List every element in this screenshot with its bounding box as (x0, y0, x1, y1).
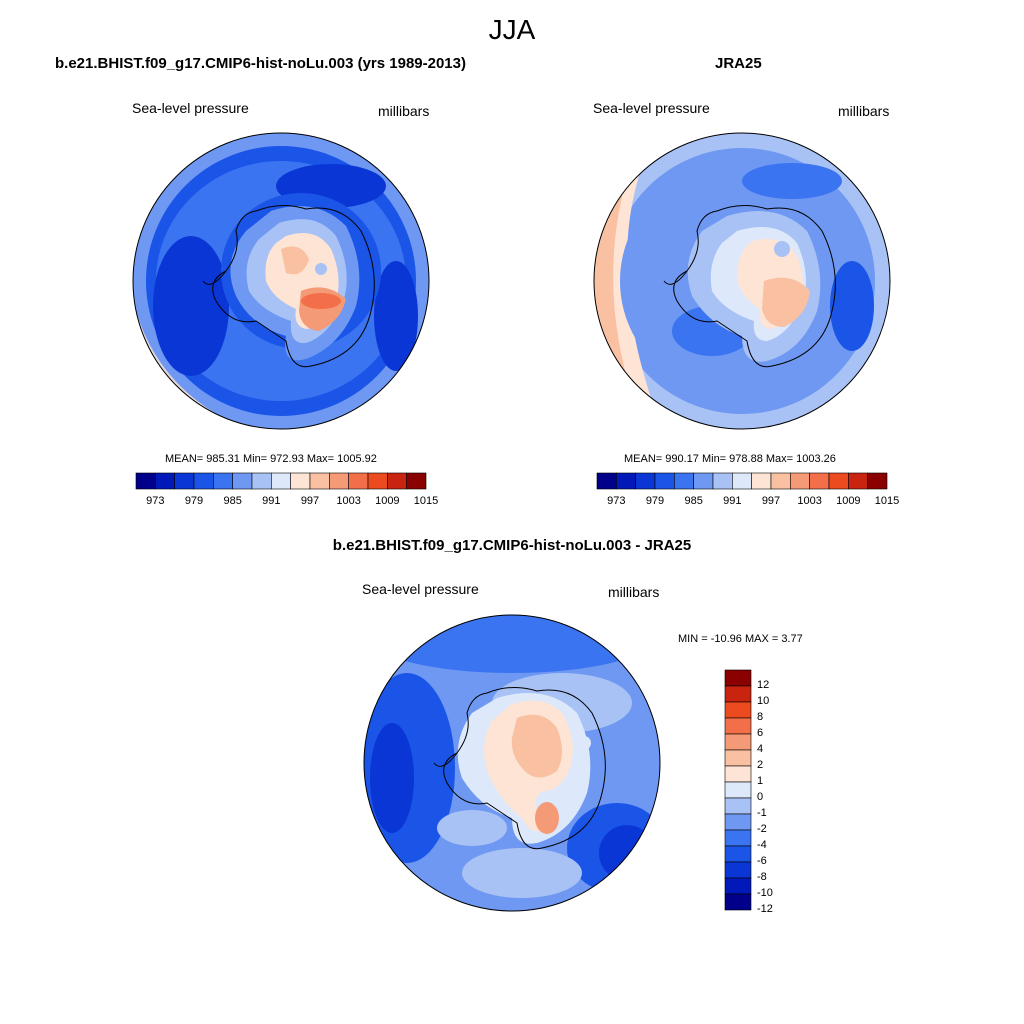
stats-obs: MEAN= 990.17 Min= 978.88 Max= 1003.26 (624, 453, 836, 465)
colorbar-tick-label: 985 (223, 495, 242, 507)
colorbar-tick-label: 1009 (375, 495, 400, 507)
colorbar-cell (654, 472, 675, 490)
colorbar-tick-label: 979 (645, 495, 665, 507)
units-label-model: millibars (378, 103, 430, 119)
colorbar-cell (732, 472, 752, 490)
colorbar-cell (828, 472, 849, 490)
colorbar-tick-label: -2 (757, 823, 767, 835)
variable-label-obs: Sea-level pressure (593, 100, 710, 116)
colorbar-tick-label: 1009 (836, 495, 861, 507)
colorbar-tick-label: 973 (146, 495, 165, 507)
colorbar-cell (724, 797, 752, 815)
colorbar-cell (712, 472, 733, 490)
colorbar-tick-label: 1003 (336, 495, 361, 507)
colorbar-tick-label: 997 (300, 495, 320, 507)
colorbar-model (135, 472, 427, 490)
colorbar-cell (635, 472, 656, 490)
colorbar-cell (251, 472, 272, 490)
colorbar-tick-label: 991 (723, 495, 742, 507)
colorbar-cell (724, 749, 752, 767)
colorbar-cell (674, 472, 694, 490)
stats-diff: MIN = -10.96 MAX = 3.77 (678, 633, 803, 645)
colorbar-cell (724, 717, 752, 735)
colorbar-tick-label: -1 (757, 807, 767, 819)
colorbar-tick-label: -12 (757, 903, 773, 915)
panel-title-model: b.e21.BHIST.f09_g17.CMIP6-hist-noLu.003 … (55, 55, 466, 72)
colorbar-tick-label: -4 (757, 839, 767, 851)
units-label-obs: millibars (838, 103, 890, 119)
colorbar-cell (724, 829, 752, 847)
colorbar-tick-label: 2 (757, 759, 764, 771)
colorbar-cell (724, 813, 752, 831)
colorbar-obs (596, 472, 888, 490)
colorbar-cell (809, 472, 830, 490)
colorbar-cell (693, 472, 714, 490)
colorbar-tick-label: 973 (607, 495, 626, 507)
colorbar-cell (848, 472, 868, 490)
colorbar-cell (309, 472, 330, 490)
colorbar-cell (174, 472, 195, 490)
colorbar-tick-label: 1003 (797, 495, 822, 507)
colorbar-tick-label: -10 (757, 887, 773, 899)
colorbar-cell (724, 877, 752, 895)
colorbar-cell (213, 472, 233, 490)
colorbar-cell (596, 472, 617, 490)
colorbar-cell (155, 472, 175, 490)
variable-label-model: Sea-level pressure (132, 100, 249, 116)
colorbar-cell (770, 472, 791, 490)
colorbar-cell (751, 472, 772, 490)
colorbar-cell (232, 472, 253, 490)
colorbar-cell (790, 472, 810, 490)
colorbar-tick-label: 1015 (413, 495, 439, 507)
polar-map-obs (593, 132, 891, 430)
colorbar-cell (387, 472, 407, 490)
colorbar-tick-label: 1 (757, 775, 764, 787)
panel-title-obs: JRA25 (715, 55, 762, 72)
colorbar-tick-label: 12 (757, 679, 770, 691)
colorbar-tick-label: 985 (684, 495, 703, 507)
colorbar-cell (724, 685, 752, 703)
colorbar-tick-label: 979 (184, 495, 204, 507)
stats-model: MEAN= 985.31 Min= 972.93 Max= 1005.92 (165, 453, 377, 465)
colorbar-cell (724, 733, 752, 751)
colorbar-cell (290, 472, 311, 490)
colorbar-cell (724, 701, 752, 719)
colorbar-cell (867, 472, 888, 490)
colorbar-cell (724, 861, 752, 879)
colorbar-tick-label: 1015 (874, 495, 900, 507)
colorbar-tick-label: 991 (262, 495, 281, 507)
colorbar-cell (724, 765, 752, 783)
colorbar-tick-label: 6 (757, 727, 764, 739)
colorbar-tick-label: 997 (761, 495, 781, 507)
colorbar-cell (724, 893, 752, 911)
colorbar-tick-label: -6 (757, 855, 767, 867)
colorbar-cell (348, 472, 369, 490)
colorbar-tick-label: 10 (757, 695, 770, 707)
colorbar-tick-label: 4 (757, 743, 764, 755)
colorbar-cell (135, 472, 156, 490)
colorbar-cell (724, 669, 752, 687)
polar-map-model (132, 132, 430, 430)
panel-title-diff: b.e21.BHIST.f09_g17.CMIP6-hist-noLu.003 … (332, 537, 692, 554)
colorbar-cell (193, 472, 214, 490)
polar-map-diff (363, 614, 661, 912)
colorbar-cell (724, 845, 752, 863)
colorbar-cell (271, 472, 291, 490)
colorbar-diff (724, 669, 752, 911)
colorbar-cell (367, 472, 388, 490)
main-title: JJA (488, 14, 536, 45)
colorbar-tick-label: 8 (757, 711, 764, 723)
units-label-diff: millibars (608, 584, 660, 600)
variable-label-diff: Sea-level pressure (362, 581, 479, 597)
colorbar-cell (616, 472, 636, 490)
colorbar-tick-label: 0 (757, 791, 764, 803)
colorbar-cell (329, 472, 349, 490)
colorbar-cell (724, 781, 752, 799)
colorbar-cell (406, 472, 427, 490)
colorbar-tick-label: -8 (757, 871, 767, 883)
